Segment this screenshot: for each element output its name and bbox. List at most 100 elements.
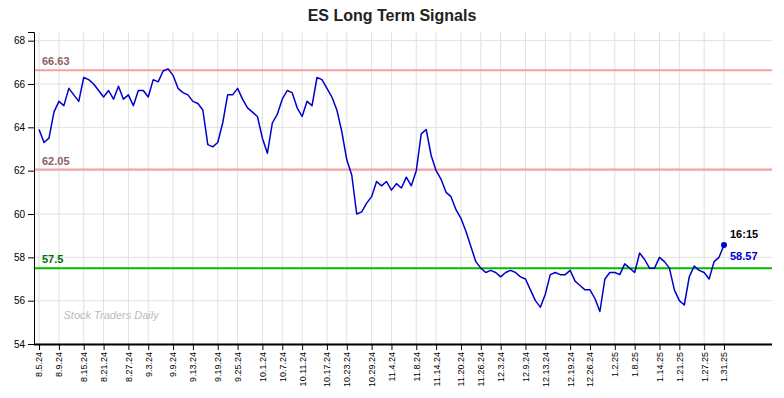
x-tick-mark xyxy=(704,344,705,350)
y-tick-label: 58 xyxy=(14,252,26,263)
x-tick-label: 1.8.25 xyxy=(630,352,640,377)
annotations: 66.6362.0557.516:1558.57Stock Traders Da… xyxy=(42,55,758,321)
grid-line xyxy=(346,32,347,344)
y-tick-mark xyxy=(28,214,34,215)
x-tick: 12.9.24 xyxy=(521,344,531,382)
x-tick-mark xyxy=(302,344,303,350)
grid-line xyxy=(480,32,481,344)
x-tick-label: 12.26.24 xyxy=(585,352,595,387)
x-tick-label: 10.29.24 xyxy=(367,352,377,387)
x-tick-label: 12.19.24 xyxy=(566,352,576,387)
x-tick: 1.27.25 xyxy=(700,344,710,382)
x-tick: 1.14.25 xyxy=(655,344,665,382)
x-tick-label: 12.13.24 xyxy=(541,352,551,387)
x-tick-label: 9.3.24 xyxy=(144,352,154,377)
x-tick-mark xyxy=(416,344,417,350)
x-tick-label: 8.9.24 xyxy=(54,352,64,377)
x-tick-mark xyxy=(148,344,149,350)
y-tick-label: 60 xyxy=(14,209,26,220)
grid-line xyxy=(128,32,129,344)
x-tick-label: 10.7.24 xyxy=(278,352,288,382)
x-tick: 1.2.25 xyxy=(610,344,620,377)
x-tick: 12.3.24 xyxy=(496,344,506,382)
y-tick: 64 xyxy=(14,122,34,133)
grid-line xyxy=(614,32,615,344)
x-tick-mark xyxy=(218,344,219,350)
grid-line xyxy=(173,32,174,344)
x-tick-mark xyxy=(193,344,194,350)
x-tick-mark xyxy=(128,344,129,350)
grid-line xyxy=(282,32,283,344)
series-line xyxy=(39,69,724,312)
x-tick-mark xyxy=(635,344,636,350)
grid-line xyxy=(34,127,772,128)
grid-line xyxy=(416,32,417,344)
x-tick: 10.17.24 xyxy=(322,344,332,387)
x-tick: 12.26.24 xyxy=(585,344,595,387)
y-tick: 68 xyxy=(14,35,34,46)
x-tick-mark xyxy=(391,344,392,350)
x-tick-mark xyxy=(59,344,60,350)
x-tick-label: 11.20.24 xyxy=(456,352,466,386)
y-tick: 56 xyxy=(14,295,34,306)
reference-label: 57.5 xyxy=(42,253,63,265)
x-tick: 11.8.24 xyxy=(412,344,422,381)
y-tick-mark xyxy=(28,344,34,345)
marks xyxy=(34,69,772,312)
x-tick-label: 10.17.24 xyxy=(322,352,332,387)
grid-line xyxy=(58,32,59,344)
grid-line xyxy=(217,32,218,344)
x-tick-mark xyxy=(39,344,40,350)
x-tick: 10.1.24 xyxy=(258,344,268,382)
grid-line xyxy=(460,32,461,344)
y-tick-mark xyxy=(28,127,34,128)
x-tick: 1.31.25 xyxy=(719,344,729,382)
x-tick-mark xyxy=(104,344,105,350)
x-tick-mark xyxy=(282,344,283,350)
y-axis: 5456586062646668 xyxy=(14,33,35,350)
x-tick-mark xyxy=(436,344,437,350)
x-tick-label: 9.25.24 xyxy=(233,352,243,382)
grid-line xyxy=(679,32,680,344)
x-tick: 12.13.24 xyxy=(541,344,551,387)
y-tick-mark xyxy=(28,84,34,85)
reference-line xyxy=(34,169,772,171)
end-label: 16:15 xyxy=(730,228,758,240)
grid-line xyxy=(371,32,372,344)
x-tick-mark xyxy=(238,344,239,350)
grid xyxy=(34,32,772,344)
y-tick-label: 56 xyxy=(14,295,26,306)
x-tick: 8.5.24 xyxy=(34,344,44,377)
x-tick: 9.25.24 xyxy=(233,344,243,382)
grid-line xyxy=(237,32,238,344)
x-tick-label: 10.11.24 xyxy=(297,352,307,386)
x-tick-mark xyxy=(570,344,571,350)
x-tick-label: 11.14.24 xyxy=(432,352,442,386)
grid-line xyxy=(659,32,660,344)
reference-label: 62.05 xyxy=(42,155,70,167)
x-tick: 8.21.24 xyxy=(99,344,109,382)
grid-line xyxy=(724,32,725,344)
x-tick-mark xyxy=(173,344,174,350)
grid-line xyxy=(148,32,149,344)
x-tick: 9.3.24 xyxy=(144,344,154,377)
reference-line xyxy=(34,267,772,269)
x-tick-mark xyxy=(590,344,591,350)
y-tick: 66 xyxy=(14,79,34,90)
grid-line xyxy=(570,32,571,344)
grid-line xyxy=(34,214,772,215)
title: ES Long Term Signals xyxy=(308,7,477,24)
x-tick-label: 1.2.25 xyxy=(610,352,620,377)
x-tick: 8.27.24 xyxy=(124,344,134,382)
grid-line xyxy=(34,170,772,171)
x-axis-line xyxy=(34,344,772,346)
x-tick: 11.14.24 xyxy=(432,344,442,386)
grid-line xyxy=(391,32,392,344)
x-tick-label: 10.23.24 xyxy=(342,352,352,387)
x-tick-label: 1.31.25 xyxy=(719,352,729,382)
x-tick: 1.8.25 xyxy=(630,344,640,377)
y-tick-mark xyxy=(28,41,34,42)
x-tick-mark xyxy=(372,344,373,350)
x-tick: 8.15.24 xyxy=(79,344,89,382)
reference-label: 66.63 xyxy=(42,55,70,67)
